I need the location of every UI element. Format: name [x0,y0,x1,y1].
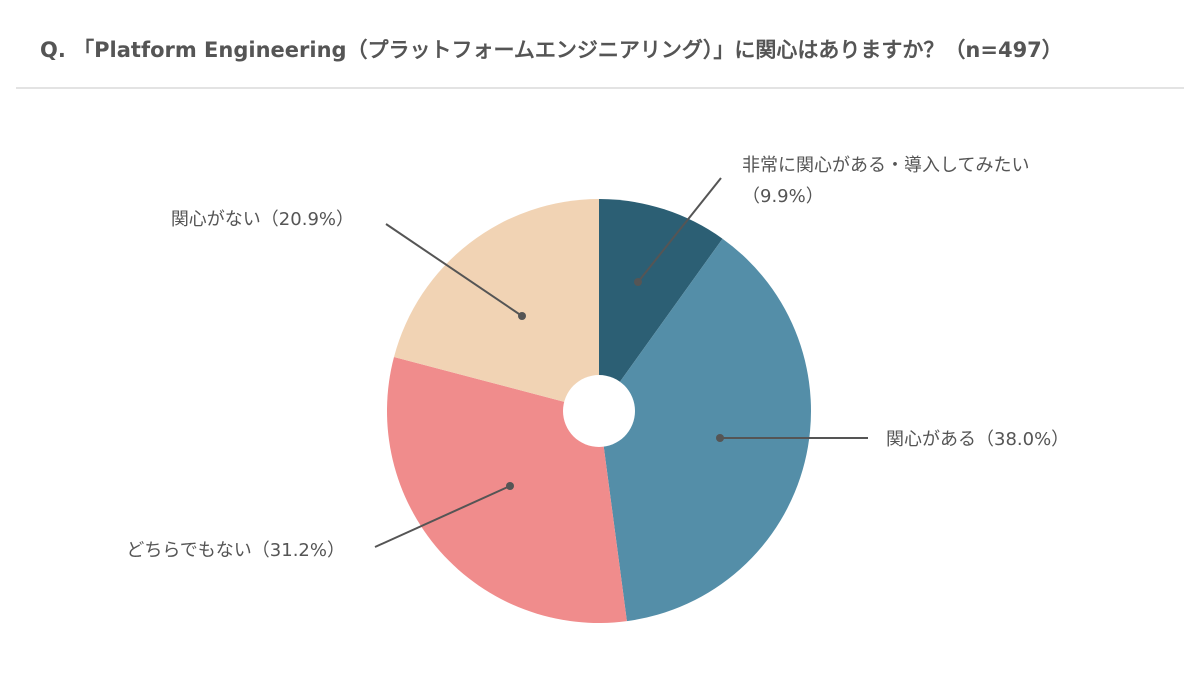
slice-label: どちらでもない（31.2%） [126,540,345,561]
title-divider [16,87,1184,89]
pie-slice [599,238,812,622]
page-title: Q. 「Platform Engineering（プラットフォームエンジニアリン… [40,38,1063,62]
leader-line [385,223,523,317]
slice-label: 関心がある（38.0%） [886,429,1069,450]
pie-slice [393,199,599,411]
slice-label: 非常に関心がある・導入してみたい [742,155,1029,176]
slice-label: （9.9%） [742,186,824,207]
leader-dot [716,434,724,442]
pie-slice [599,199,723,411]
donut-hole [563,375,635,447]
leader-dot [634,278,642,286]
slice-label: 関心がない（20.9%） [171,209,354,230]
leader-dot [506,482,514,490]
leader-dot [518,312,526,320]
leader-line [374,485,511,548]
leader-line [637,177,722,283]
